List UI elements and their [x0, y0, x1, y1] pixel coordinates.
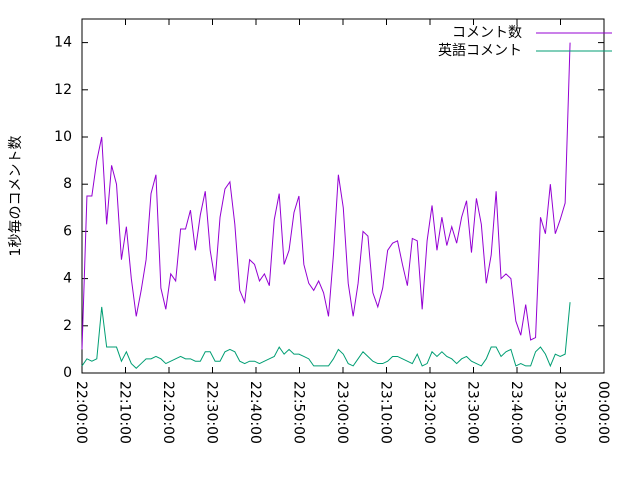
legend-label: コメント数 [452, 25, 522, 41]
x-tick-label: 22:20:00 [160, 381, 176, 444]
x-tick-label: 22:10:00 [117, 381, 133, 444]
x-tick-label: 23:10:00 [378, 381, 394, 444]
legend-label: 英語コメント [438, 42, 522, 59]
x-tick-label: 23:30:00 [465, 381, 481, 444]
y-tick-label: 4 [63, 271, 72, 287]
y-tick-label: 8 [63, 176, 72, 192]
series-line [81, 42, 571, 350]
series-line [81, 302, 571, 369]
y-axis-label: 1秒毎のコメント数 [8, 136, 24, 257]
x-tick-label: 23:00:00 [334, 381, 350, 444]
y-tick-label: 10 [54, 129, 72, 145]
x-tick-label: 23:40:00 [508, 381, 524, 444]
x-tick-label: 22:30:00 [204, 381, 220, 444]
y-tick-label: 6 [63, 223, 72, 239]
x-tick-label: 00:00:00 [595, 381, 611, 444]
y-tick-label: 14 [54, 35, 72, 51]
y-tick-label: 0 [63, 365, 72, 381]
x-tick-label: 22:50:00 [291, 381, 307, 444]
y-tick-label: 12 [54, 82, 72, 98]
plot-frame [81, 18, 605, 374]
x-tick-label: 22:40:00 [247, 381, 263, 444]
x-tick-label: 23:50:00 [552, 381, 568, 444]
x-tick-label: 22:00:00 [73, 381, 89, 444]
y-tick-label: 2 [63, 318, 72, 334]
x-tick-label: 23:20:00 [421, 381, 437, 444]
